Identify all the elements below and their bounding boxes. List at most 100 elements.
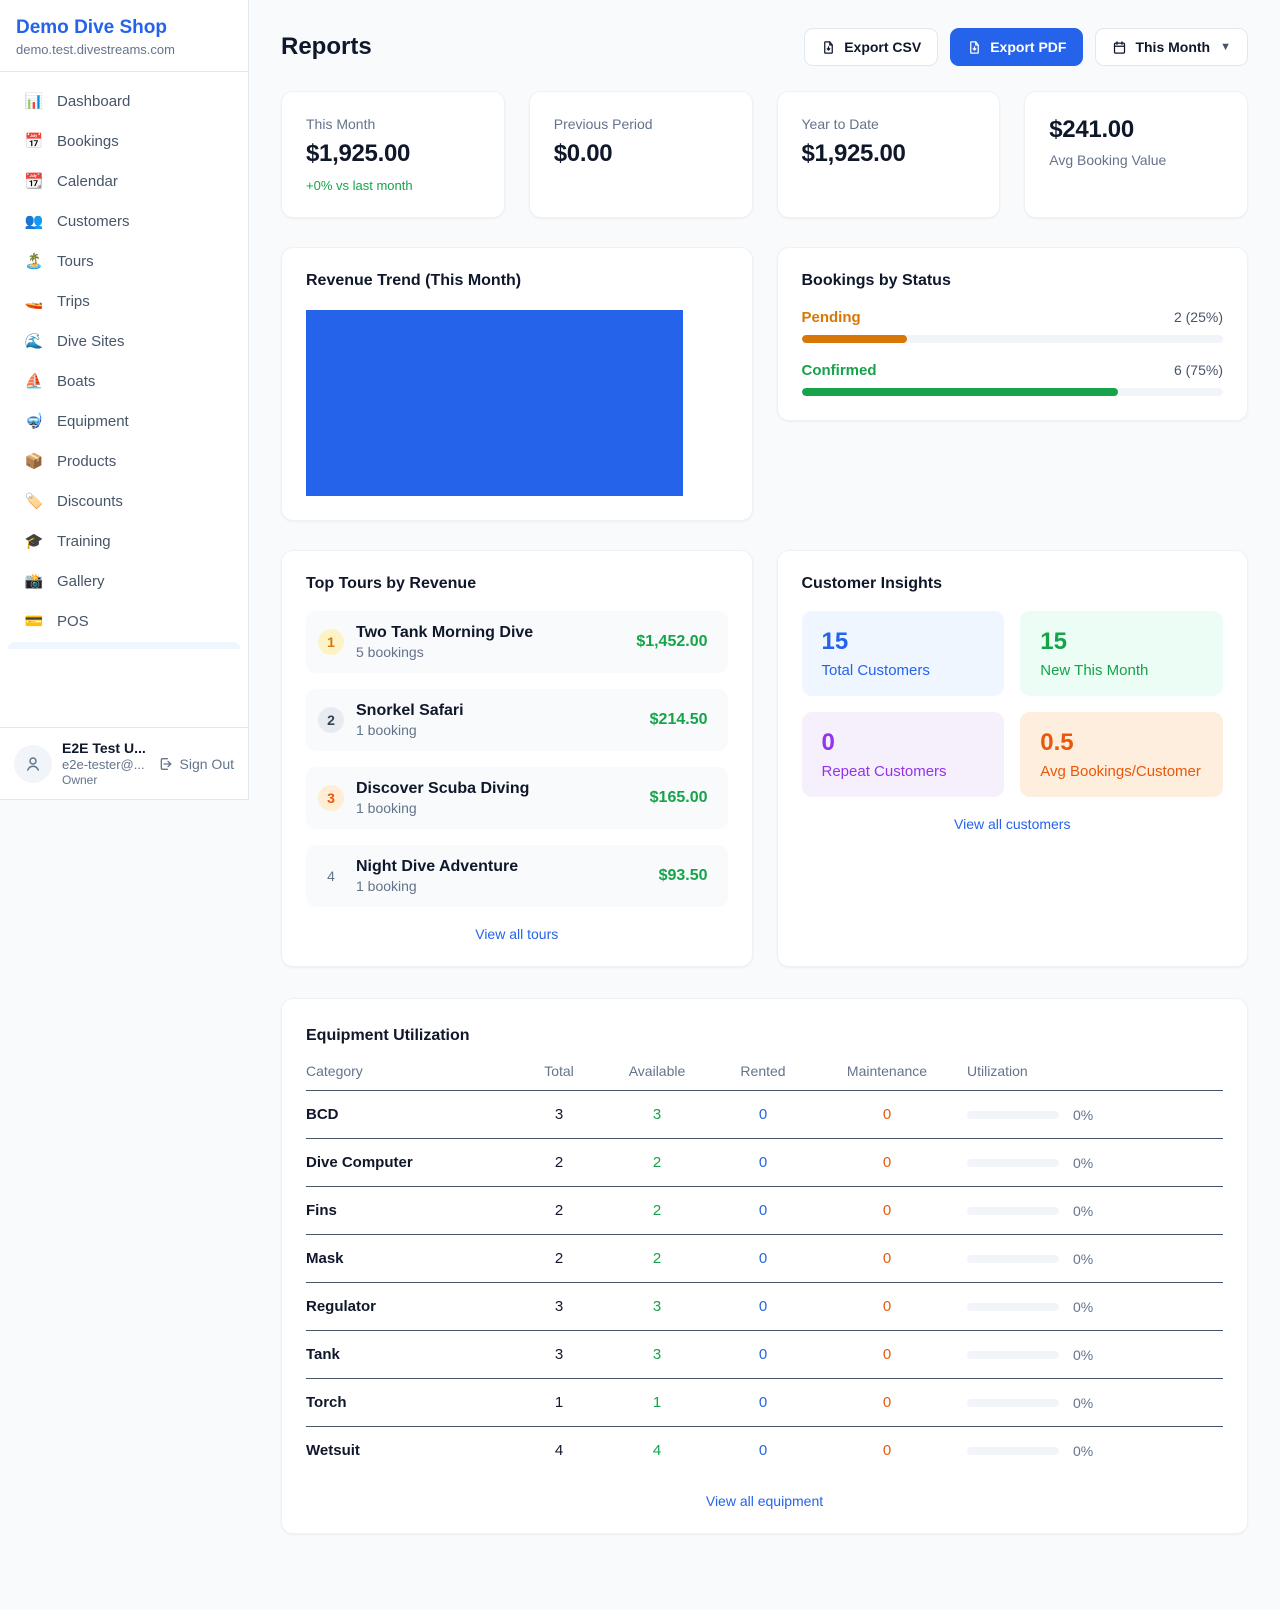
- cell-maintenance: 0: [807, 1138, 967, 1187]
- sidebar: Demo Dive Shop demo.test.divestreams.com…: [0, 0, 249, 800]
- insight-value: 15: [821, 628, 849, 655]
- table-row: Tank 3 3 0 0 0%: [306, 1330, 1223, 1379]
- insight-label: Total Customers: [821, 662, 930, 679]
- table-row: BCD 3 3 0 0 0%: [306, 1090, 1223, 1139]
- status-count: 6 (75%): [1173, 362, 1223, 378]
- sidebar-item-gallery[interactable]: 📸 Gallery: [8, 562, 240, 600]
- view-all-customers-link[interactable]: View all customers: [954, 816, 1071, 832]
- sign-out-button[interactable]: Sign Out: [158, 756, 234, 772]
- tour-bookings: 5 bookings: [356, 644, 424, 660]
- cell-maintenance: 0: [807, 1378, 967, 1427]
- status-row-confirmed: Confirmed 6 (75%): [801, 362, 1223, 396]
- export-pdf-label: Export PDF: [990, 39, 1067, 55]
- sidebar-item-label: Gallery: [57, 572, 105, 590]
- sidebar-item-discounts[interactable]: 🏷️ Discounts: [8, 482, 240, 520]
- cell-category: Tank: [306, 1330, 523, 1379]
- customer-insights-card: Customer Insights 15 Total Customers 15 …: [776, 550, 1248, 967]
- column-header-maintenance: Maintenance: [807, 1063, 967, 1091]
- charts-row: Revenue Trend (This Month) Bookings by S…: [281, 247, 1248, 521]
- insight-value: 15: [1040, 628, 1067, 655]
- sidebar-item-pos[interactable]: 💳 POS: [8, 602, 240, 640]
- equipment-utilization-card: Equipment Utilization Category Total Ava…: [281, 998, 1248, 1534]
- rank-badge: 4: [327, 868, 335, 884]
- column-header-available: Available: [595, 1063, 719, 1091]
- stat-label: This Month: [306, 116, 376, 132]
- stat-card-this-month: This Month $1,925.00 +0% vs last month: [281, 91, 505, 218]
- revenue-bar: [306, 310, 684, 496]
- insight-label: New This Month: [1040, 662, 1149, 679]
- cell-total: 2: [523, 1234, 595, 1283]
- table-row: Fins 2 2 0 0 0%: [306, 1186, 1223, 1235]
- utilization-bar-track: [967, 1350, 1059, 1359]
- stat-label: Avg Booking Value: [1049, 152, 1167, 168]
- cell-category: Wetsuit: [306, 1442, 360, 1459]
- table-row: Dive Computer 2 2 0 0 0%: [306, 1138, 1223, 1187]
- sidebar-item-bookings[interactable]: 📅 Bookings: [8, 122, 240, 160]
- insight-grid: 15 Total Customers 15 New This Month 0 R…: [801, 611, 1223, 797]
- cell-rented: 0: [719, 1234, 807, 1283]
- sidebar-item-label: Training: [57, 532, 111, 550]
- cell-available: 3: [595, 1282, 719, 1331]
- utilization-bar-track: [967, 1206, 1059, 1215]
- column-header-total: Total: [523, 1063, 595, 1091]
- sidebar-item-boats[interactable]: ⛵ Boats: [8, 362, 240, 400]
- tour-bookings: 1 booking: [356, 800, 417, 816]
- sidebar-item-customers[interactable]: 👥 Customers: [8, 202, 240, 240]
- brand-domain: demo.test.divestreams.com: [16, 42, 175, 57]
- sailboat-icon: ⛵: [24, 373, 44, 390]
- user-name: E2E Test U...: [62, 740, 146, 756]
- cell-utilization: 0%: [967, 1090, 1223, 1139]
- sidebar-item-equipment[interactable]: 🤿 Equipment: [8, 402, 240, 440]
- status-label: Pending: [801, 309, 861, 326]
- utilization-bar-track: [967, 1398, 1059, 1407]
- package-icon: 📦: [24, 453, 44, 470]
- status-bar-track: [801, 388, 1223, 396]
- tour-bookings: 1 booking: [356, 878, 417, 894]
- utilization-text: 0%: [1073, 1250, 1094, 1267]
- sidebar-item-tours[interactable]: 🏝️ Tours: [8, 242, 240, 280]
- sign-out-label: Sign Out: [179, 755, 234, 772]
- sidebar-item-calendar[interactable]: 📆 Calendar: [8, 162, 240, 200]
- cell-maintenance: 0: [807, 1282, 967, 1331]
- sidebar-item-products[interactable]: 📦 Products: [8, 442, 240, 480]
- column-header-rented: Rented: [719, 1063, 807, 1091]
- insight-tile-avg-bookings: 0.5 Avg Bookings/Customer: [1020, 712, 1223, 797]
- cell-available: 4: [652, 1442, 662, 1459]
- insights-row: Top Tours by Revenue 1 Two Tank Morning …: [281, 550, 1248, 967]
- cell-rented: 0: [719, 1378, 807, 1427]
- sidebar-item-label: Tours: [57, 252, 94, 270]
- list-item: 1 Two Tank Morning Dive 5 bookings $1,45…: [306, 611, 728, 673]
- insight-value: 0.5: [1040, 729, 1074, 756]
- cell-rented: 0: [719, 1282, 807, 1331]
- document-icon: [967, 40, 982, 55]
- cell-available: 2: [595, 1138, 719, 1187]
- cell-utilization: 0%: [967, 1427, 1223, 1475]
- sidebar-item-trips[interactable]: 🚤 Trips: [8, 282, 240, 320]
- sidebar-item-reports-partial[interactable]: [8, 642, 240, 649]
- sidebar-item-training[interactable]: 🎓 Training: [8, 522, 240, 560]
- stat-card-year-to-date: Year to Date $1,925.00: [776, 91, 1001, 218]
- table-row: Regulator 3 3 0 0 0%: [306, 1282, 1223, 1331]
- tour-amount: $165.00: [649, 789, 708, 806]
- cell-utilization: 0%: [967, 1186, 1223, 1235]
- utilization-bar-track: [967, 1446, 1059, 1455]
- export-csv-button[interactable]: Export CSV: [804, 28, 939, 66]
- wave-icon: 🌊: [24, 333, 44, 350]
- cell-available: 3: [595, 1330, 719, 1379]
- status-label: Confirmed: [801, 362, 877, 379]
- sidebar-item-dive-sites[interactable]: 🌊 Dive Sites: [8, 322, 240, 360]
- sidebar-item-label: Products: [57, 452, 117, 470]
- stat-delta: +0% vs last month: [306, 178, 413, 193]
- cell-available: 1: [595, 1378, 719, 1427]
- cell-category: Regulator: [306, 1282, 523, 1331]
- cell-rented: 0: [758, 1442, 768, 1459]
- view-all-equipment-link[interactable]: View all equipment: [705, 1493, 824, 1509]
- view-all-tours-link[interactable]: View all tours: [475, 926, 559, 942]
- period-select[interactable]: This Month ▼: [1095, 28, 1248, 66]
- calendar-date-icon: 📅: [24, 133, 44, 150]
- island-icon: 🏝️: [24, 253, 44, 270]
- export-pdf-button[interactable]: Export PDF: [950, 28, 1084, 66]
- revenue-trend-card: Revenue Trend (This Month): [281, 247, 753, 521]
- sidebar-item-dashboard[interactable]: 📊 Dashboard: [8, 82, 240, 120]
- cell-category: BCD: [306, 1090, 523, 1139]
